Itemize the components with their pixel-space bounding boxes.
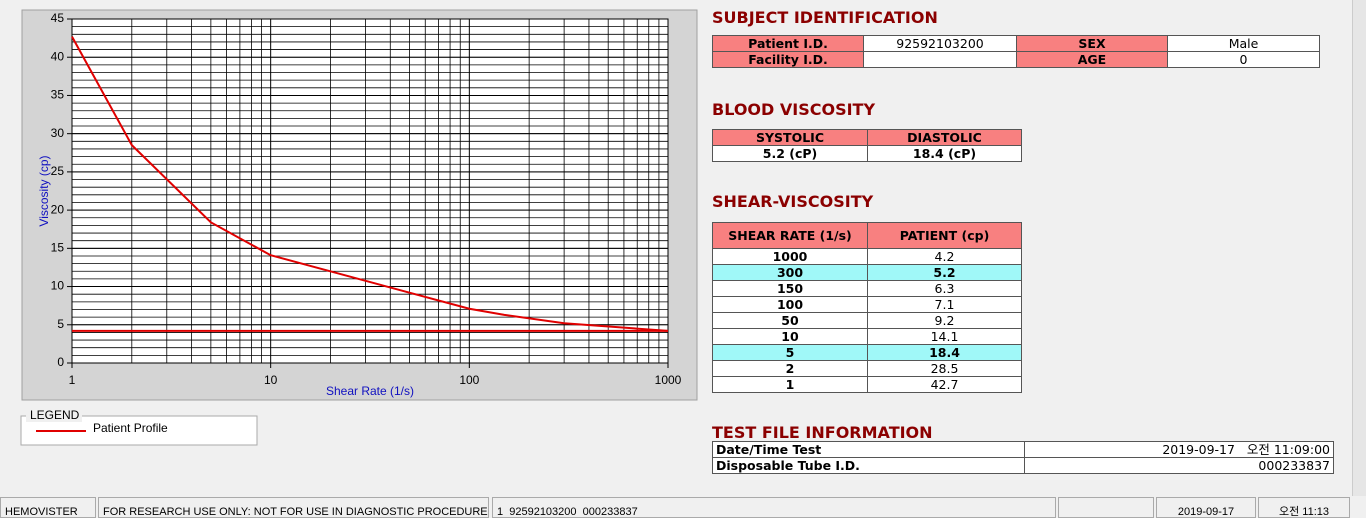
shear-row: 2 28.5 <box>712 360 1022 377</box>
shear-row: 150 6.3 <box>712 280 1022 297</box>
status-cell: FOR RESEARCH USE ONLY: NOT FOR USE IN DI… <box>98 497 489 518</box>
label: Patient I.D. <box>712 35 864 52</box>
viscosity: 14.1 <box>867 328 1022 345</box>
shear-row: 100 7.1 <box>712 296 1022 313</box>
y-tick-label: 25 <box>51 164 65 178</box>
y-tick-label: 0 <box>57 355 64 369</box>
status-cell <box>1058 497 1154 518</box>
label: Date/Time Test <box>712 441 1025 458</box>
subject-table: Patient I.D. 92592103200 SEX Male Facility … <box>712 35 1320 68</box>
section-title: BLOOD VISCOSITY <box>712 100 876 119</box>
shear-row: 1000 4.2 <box>712 248 1022 265</box>
header: SYSTOLIC <box>712 129 868 146</box>
shear-table: SHEAR RATE (1/s) PATIENT (cp) 1000 4.2 300 5… <box>712 222 1022 393</box>
viscosity: 6.3 <box>867 280 1022 297</box>
label: SEX <box>1016 35 1168 52</box>
x-tick-label: 1000 <box>655 373 682 387</box>
legend-label: Patient Profile <box>93 421 168 435</box>
shear-row: 1 42.7 <box>712 376 1022 393</box>
y-axis-title: Viscosity (cp) <box>37 155 51 226</box>
shear-rate: 1000 <box>712 248 868 265</box>
x-axis-title: Shear Rate (1/s) <box>326 384 414 398</box>
y-tick-label: 10 <box>51 279 65 293</box>
header: PATIENT (cp) <box>867 222 1022 249</box>
shear-rate: 50 <box>712 312 868 329</box>
value: 2019-09-17 오전 11:09:00 <box>1024 441 1334 458</box>
data-line <box>71 36 669 332</box>
shear-rate: 2 <box>712 360 868 377</box>
shear-rate: 10 <box>712 328 868 345</box>
value: Male <box>1167 35 1320 52</box>
value: 000233837 <box>1024 457 1334 474</box>
shear-rate: 150 <box>712 280 868 297</box>
y-tick-label: 45 <box>51 11 65 25</box>
shear-row: 5 18.4 <box>712 344 1022 361</box>
shear-rate: 1 <box>712 376 868 393</box>
y-tick-label: 40 <box>51 49 65 63</box>
x-tick-label: 100 <box>459 373 479 387</box>
shear-row: 50 9.2 <box>712 312 1022 329</box>
y-tick-label: 30 <box>51 126 65 140</box>
label: Disposable Tube I.D. <box>712 457 1025 474</box>
value: 92592103200 <box>863 35 1017 52</box>
legend-title: LEGEND <box>30 408 80 422</box>
label: AGE <box>1016 51 1168 68</box>
x-tick-label: 10 <box>264 373 278 387</box>
value: 5.2 (cP) <box>712 145 868 162</box>
status-cell: 1 92592103200 000233837 <box>492 497 1056 518</box>
plot-area <box>72 19 668 363</box>
y-tick-label: 15 <box>51 241 65 255</box>
testfile-table: Date/Time Test 2019-09-17 오전 11:09:00 Dis… <box>712 441 1334 474</box>
section-title: SHEAR-VISCOSITY <box>712 192 874 211</box>
status-cell: 오전 11:13 <box>1258 497 1350 518</box>
status-cell: 2019-09-17 <box>1156 497 1256 518</box>
y-tick-label: 20 <box>51 202 65 216</box>
header: SHEAR RATE (1/s) <box>712 222 868 249</box>
y-tick-label: 35 <box>51 88 65 102</box>
viscosity: 5.2 <box>867 264 1022 281</box>
chart: Shear Rate (1/s) Viscosity (cp) LEGEND 0… <box>20 9 698 446</box>
x-tick-label: 1 <box>69 373 76 387</box>
value: 18.4 (cP) <box>867 145 1022 162</box>
plot-frame <box>71 18 669 364</box>
value <box>863 51 1017 68</box>
shear-rate: 5 <box>712 344 868 361</box>
status-cell: HEMOVISTER <box>0 497 96 518</box>
section-title: TEST FILE INFORMATION <box>712 423 933 442</box>
header: DIASTOLIC <box>867 129 1022 146</box>
viscosity: 28.5 <box>867 360 1022 377</box>
viscosity: 7.1 <box>867 296 1022 313</box>
legend-title-bg <box>26 409 82 422</box>
viscosity: 42.7 <box>867 376 1022 393</box>
y-tick-label: 5 <box>57 317 64 331</box>
shear-row: 10 14.1 <box>712 328 1022 345</box>
value: 0 <box>1167 51 1320 68</box>
viscosity: 9.2 <box>867 312 1022 329</box>
shear-row: 300 5.2 <box>712 264 1022 281</box>
section-title: SUBJECT IDENTIFICATION <box>712 8 938 27</box>
viscosity: 18.4 <box>867 344 1022 361</box>
label: Facility I.D. <box>712 51 864 68</box>
shear-rate: 300 <box>712 264 868 281</box>
scrollbar[interactable] <box>1352 0 1366 496</box>
viscosity: 4.2 <box>867 248 1022 265</box>
shear-rate: 100 <box>712 296 868 313</box>
blood-table: SYSTOLIC DIASTOLIC 5.2 (cP) 18.4 (cP) <box>712 129 1022 162</box>
